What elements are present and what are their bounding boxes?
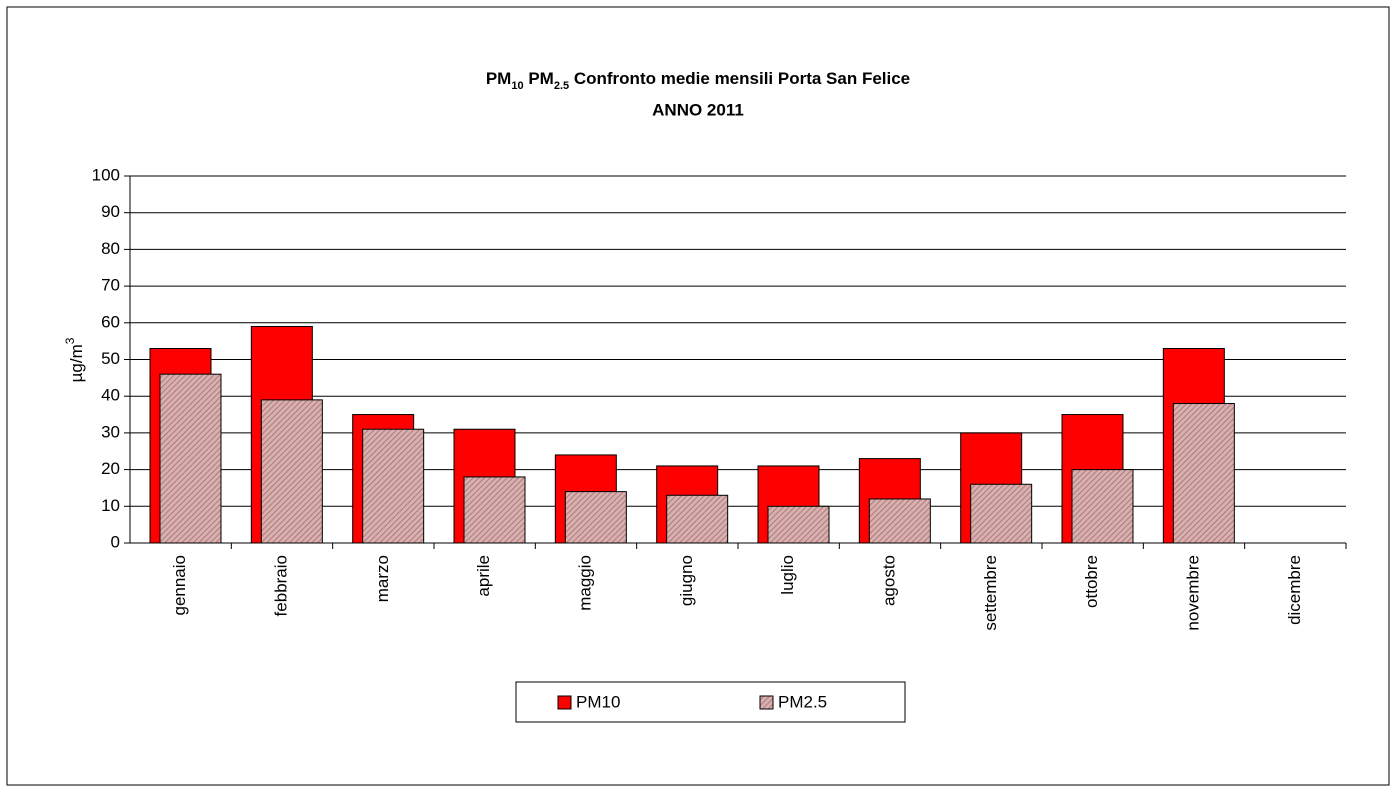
chart-title: PM10 PM2.5 Confronto medie mensili Porta… <box>486 69 910 91</box>
x-tick-label: novembre <box>1183 555 1202 631</box>
y-tick-label: 100 <box>92 165 120 184</box>
bar <box>260 399 323 544</box>
y-tick-label: 80 <box>101 239 120 258</box>
x-tick-label: dicembre <box>1285 555 1304 625</box>
x-tick-label: luglio <box>778 555 797 595</box>
x-tick-label: marzo <box>373 555 392 602</box>
x-tick-label: agosto <box>879 555 898 606</box>
bar <box>362 428 425 544</box>
bar <box>767 505 830 544</box>
y-tick-label: 10 <box>101 496 120 515</box>
bar <box>666 494 729 544</box>
y-axis-label: µg/m3 <box>63 337 86 382</box>
y-tick-label: 40 <box>101 386 120 405</box>
y-tick-label: 30 <box>101 422 120 441</box>
legend-label: PM2.5 <box>778 692 827 711</box>
y-tick-label: 70 <box>101 276 120 295</box>
x-tick-label: giugno <box>677 555 696 606</box>
x-tick-label: ottobre <box>1082 555 1101 608</box>
bar <box>970 483 1033 544</box>
legend-label: PM10 <box>576 692 620 711</box>
y-tick-label: 0 <box>111 532 120 551</box>
legend-box <box>515 681 906 723</box>
x-tick-label: settembre <box>981 555 1000 631</box>
y-tick-label: 90 <box>101 202 120 221</box>
y-tick-label: 20 <box>101 459 120 478</box>
x-tick-label: gennaio <box>170 555 189 616</box>
chart-subtitle: ANNO 2011 <box>652 100 744 119</box>
legend-swatch <box>557 695 572 710</box>
bar <box>564 491 627 544</box>
bar <box>1172 403 1235 544</box>
y-tick-label: 50 <box>101 349 120 368</box>
x-tick-label: febbraio <box>271 555 290 616</box>
legend-swatch <box>759 695 774 710</box>
x-tick-label: aprile <box>474 555 493 597</box>
y-tick-label: 60 <box>101 312 120 331</box>
bar <box>463 476 526 544</box>
bar <box>159 373 222 544</box>
bar <box>868 498 931 544</box>
x-tick-label: maggio <box>575 555 594 611</box>
bar <box>1071 469 1134 544</box>
